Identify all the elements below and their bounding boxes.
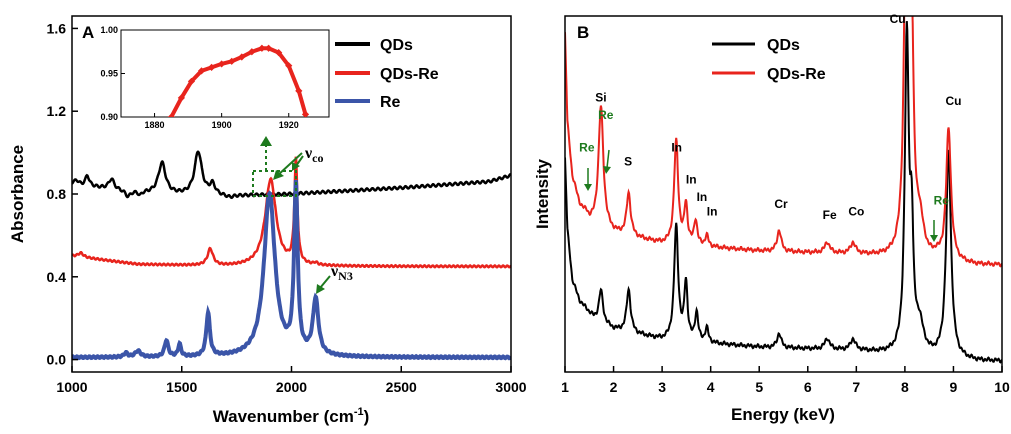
series-line-qds-re (72, 156, 511, 269)
nu-n3-arrow-head (316, 284, 325, 294)
peak-label: Fe (823, 208, 837, 222)
legend-label-re: Re (380, 94, 401, 111)
x-tick-label: 8 (901, 379, 909, 395)
panel-a-x-ticks: 1000 1500 2000 2500 3000 (56, 366, 527, 395)
x-tick-label: 2000 (276, 379, 307, 395)
panel-a-x-axis-label: Wavenumber (cm-1) (213, 406, 370, 426)
panel-b-frame (564, 15, 1003, 373)
series-line-b-qds-re (565, 16, 1002, 268)
inset-x-tick-label: 1880 (145, 120, 165, 130)
panel-b-letter: B (577, 23, 589, 42)
panel-b-x-axis-label: Energy (keV) (731, 405, 835, 424)
nu-n3-arrow (319, 275, 331, 289)
legend-label-qds-re: QDs-Re (380, 66, 439, 83)
x-tick-label: 1500 (166, 379, 197, 395)
x-tick-label: 2 (610, 379, 618, 395)
nu-co-label: νco (304, 145, 323, 165)
panel-a: 1000 1500 2000 2500 3000 0.0 0.4 0.8 1.2 1.6 A W… (8, 15, 527, 426)
x-tick-label: 4 (707, 379, 715, 395)
nu-co-arrow-1 (277, 152, 303, 176)
y-tick-label: 0.8 (47, 186, 67, 202)
legend-label-b-qds: QDs (767, 37, 800, 54)
series-line-b-qds (565, 21, 1002, 364)
re-arrow-2-head (603, 166, 611, 174)
peak-label: In (686, 172, 697, 186)
y-tick-label: 1.6 (47, 20, 67, 36)
panel-a-series (72, 150, 511, 361)
x-tick-label: 1000 (56, 379, 87, 395)
panel-b-y-axis-label: Intensity (533, 159, 552, 229)
peak-label: In (671, 140, 682, 154)
series-line-re (72, 179, 511, 361)
inset-ticks: 1880 1900 1920 0.90 0.95 1.00 (100, 25, 298, 130)
peak-label: Cu (890, 12, 906, 26)
nu-co-arrow-2 (295, 155, 304, 167)
peak-label: Re (598, 108, 614, 122)
re-arrow-1-head (584, 184, 592, 191)
peak-label: Re (579, 140, 595, 154)
x-tick-label: 5 (755, 379, 763, 395)
nu-co-arrow-1-head (273, 170, 284, 180)
x-tick-label: 2500 (386, 379, 417, 395)
y-tick-label: 0.4 (47, 269, 67, 285)
legend-label-b-qds-re: QDs-Re (767, 66, 826, 83)
series-line-qds (72, 150, 511, 200)
nu-co-arrow-2-head (292, 162, 300, 171)
y-tick-label: 0.0 (47, 352, 67, 368)
y-tick-label: 1.2 (47, 103, 67, 119)
re-arrow-2 (606, 149, 610, 169)
panel-b-series (565, 16, 1002, 364)
peak-label: In (697, 190, 708, 204)
panel-b-legend: QDs QDs-Re (712, 37, 826, 83)
panel-a-y-ticks: 0.0 0.4 0.8 1.2 1.6 (47, 20, 78, 368)
peak-label: In (707, 204, 718, 218)
x-tick-label: 6 (804, 379, 812, 395)
inset-y-tick-label: 0.95 (100, 69, 118, 79)
x-tick-label: 9 (950, 379, 958, 395)
panel-b-x-ticks: 1 2 3 4 5 6 7 8 9 10 (561, 366, 1010, 395)
peak-label: Re (934, 194, 950, 208)
x-tick-label: 3 (658, 379, 666, 395)
legend-label-qds: QDs (380, 37, 413, 54)
panel-a-legend: QDs QDs-Re Re (335, 37, 439, 111)
x-tick-label: 3000 (495, 379, 526, 395)
re-arrow-3-head (930, 235, 938, 242)
x-tick-label: 10 (994, 379, 1010, 395)
inset-frame (120, 29, 330, 118)
inset-curve (169, 46, 308, 117)
zoom-region-box (252, 170, 297, 197)
peak-label: Co (848, 204, 864, 218)
x-tick-label: 1 (561, 379, 569, 395)
panel-a-letter: A (82, 23, 94, 42)
panel-a-y-axis-label: Absorbance (8, 145, 27, 243)
nu-n3-label: νN3 (330, 263, 353, 283)
peak-label: Si (595, 90, 606, 104)
peak-label: Cu (945, 94, 961, 108)
zoom-arrow-head (260, 136, 272, 146)
inset-x-tick-label: 1900 (212, 120, 232, 130)
x-tick-label: 7 (852, 379, 860, 395)
inset-x-tick-label: 1920 (279, 120, 299, 130)
inset-points (167, 44, 310, 117)
peak-label: Cr (774, 197, 788, 211)
inset-y-tick-label: 0.90 (100, 112, 118, 122)
peak-label: S (624, 155, 632, 169)
panel-a-inset: 1880 1900 1920 0.90 0.95 1.00 (100, 25, 330, 130)
inset-y-tick-label: 1.00 (100, 25, 118, 35)
